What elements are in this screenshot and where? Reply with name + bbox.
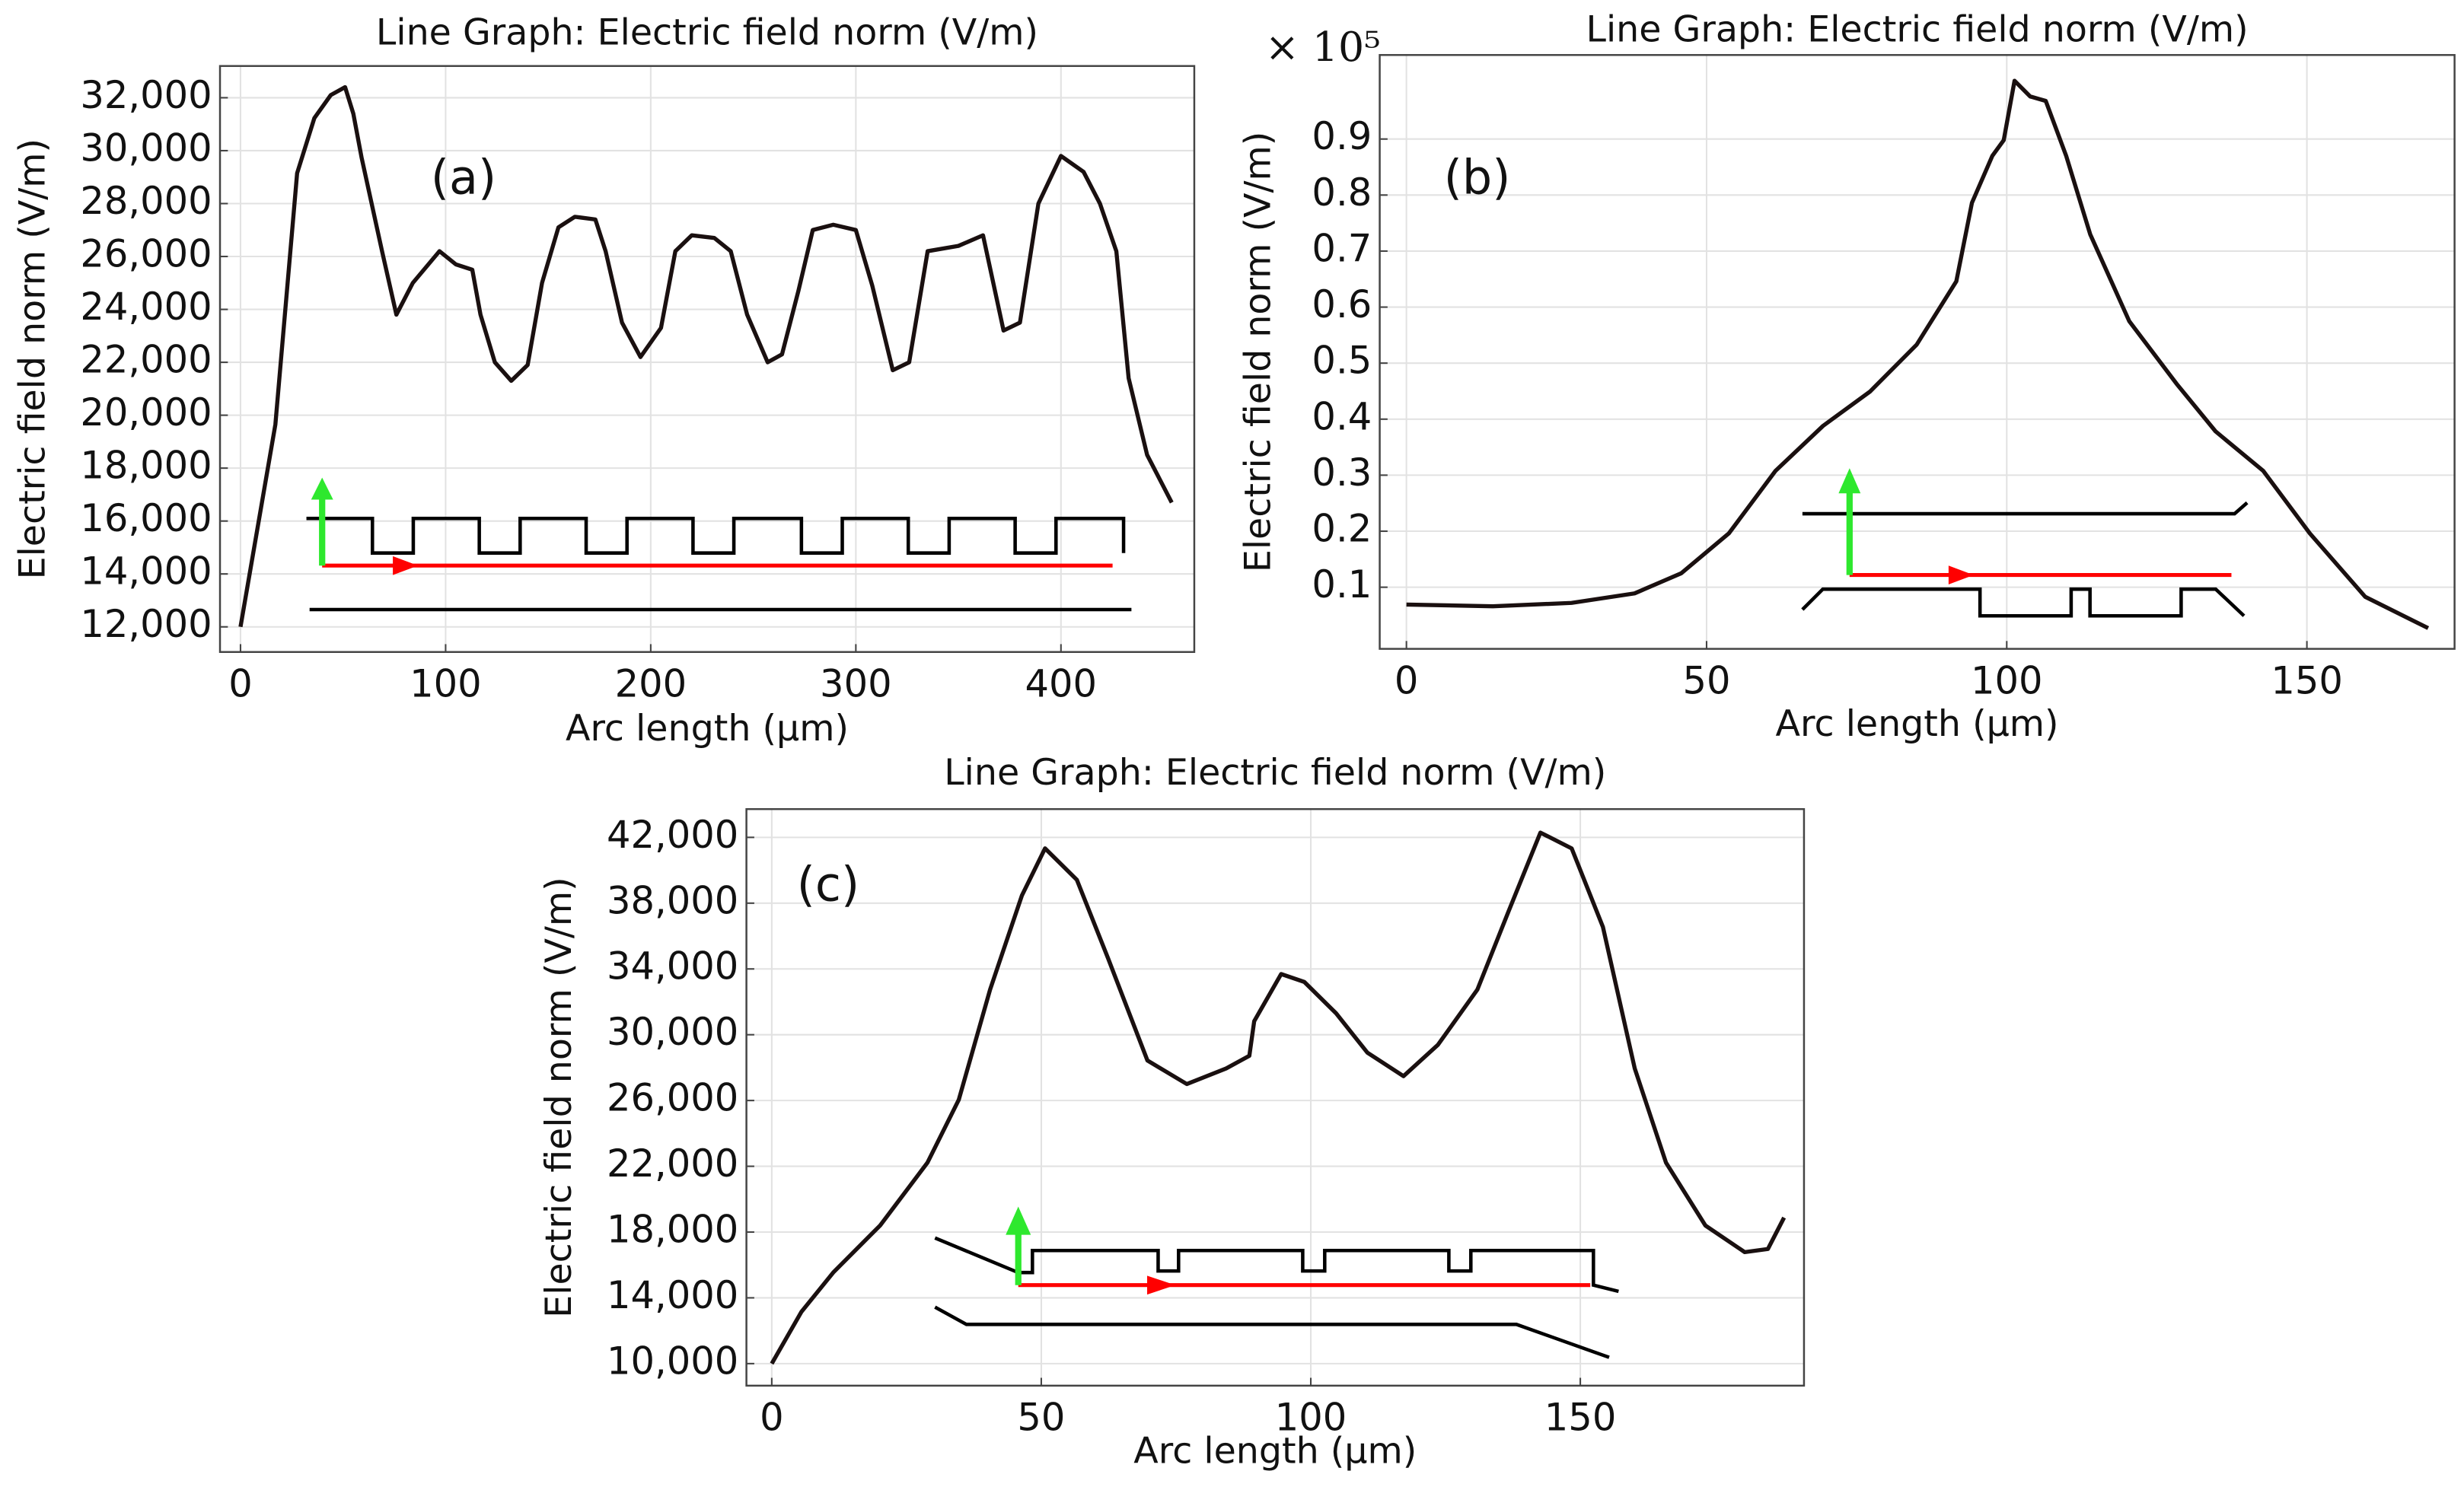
y-tick-label: 34,000 [607, 944, 738, 989]
y-tick-label: 0.8 [1312, 170, 1372, 215]
chart-title: Line Graph: Electric field norm (V/m) [1586, 8, 2249, 50]
x-axis-label: Arc length (μm) [1776, 703, 2059, 745]
data-line [770, 830, 1787, 1365]
data-line [238, 84, 1174, 628]
y-tick-label: 22,000 [80, 338, 212, 382]
y-tick-label: 0.7 [1312, 226, 1372, 270]
x-tick-label: 50 [1682, 659, 1730, 703]
y-tick-label: 0.3 [1312, 451, 1372, 495]
data-line [1406, 78, 2430, 630]
chart-title: Line Graph: Electric field norm (V/m) [376, 11, 1038, 53]
schematic-a [306, 477, 1132, 612]
x-axis-label: Arc length (μm) [566, 708, 849, 750]
plot-frame [745, 807, 1806, 1387]
panel-label: (a) [431, 151, 496, 205]
y-multiplier: × 10⁵ [1265, 23, 1381, 71]
y-tick-label: 0.1 [1312, 562, 1372, 607]
y-tick-label: 20,000 [80, 390, 212, 435]
x-tick-label: 0 [1395, 659, 1419, 703]
x-tick-label: 100 [1275, 1396, 1347, 1440]
y-tick-label: 18,000 [607, 1207, 738, 1251]
y-tick-label: 26,000 [80, 232, 212, 276]
y-tick-label: 14,000 [80, 549, 212, 594]
y-tick-label: 0.2 [1312, 507, 1372, 551]
charts: 0 100 200 300 400 12,000 14,000 16,000 18,000 20,… [11, 8, 2456, 1473]
y-tick-label: 32,000 [80, 73, 212, 117]
x-tick-label: 150 [1544, 1396, 1617, 1440]
x-tick-label: 300 [820, 662, 892, 706]
y-tick-label: 30,000 [80, 126, 212, 170]
x-tick-label: 50 [1017, 1396, 1065, 1440]
x-axis-label: Arc length (μm) [1133, 1431, 1417, 1473]
y-axis-label: Electric field norm (V/m) [1238, 132, 1280, 572]
x-tick-label: 100 [1971, 659, 2043, 703]
plot-frame [1379, 54, 2456, 650]
y-tick-label: 0.9 [1312, 114, 1372, 158]
y-tick-label: 26,000 [607, 1076, 738, 1120]
x-tick-label: 200 [615, 662, 687, 706]
x-tick-label: 0 [228, 662, 253, 706]
y-tick-label: 38,000 [607, 878, 738, 922]
y-tick-label: 0.4 [1312, 394, 1372, 438]
panel-label: (c) [797, 857, 859, 912]
y-tick-label: 0.5 [1312, 339, 1372, 383]
y-tick-label: 0.6 [1312, 282, 1372, 326]
y-tick-label: 16,000 [80, 496, 212, 540]
y-axis-label: Electric field norm (V/m) [538, 877, 580, 1317]
y-tick-label: 30,000 [607, 1010, 738, 1054]
y-tick-label: 14,000 [607, 1273, 738, 1317]
schematic-c [934, 1206, 1619, 1359]
y-axis-label: Electric field norm (V/m) [11, 139, 53, 579]
y-tick-label: 10,000 [607, 1339, 738, 1383]
x-tick-label: 400 [1025, 662, 1098, 706]
panel-label: (b) [1444, 151, 1511, 205]
x-tick-label: 0 [760, 1396, 784, 1440]
schematic-b [1801, 468, 2249, 618]
y-tick-label: 12,000 [80, 602, 212, 646]
plot-frame [218, 65, 1196, 653]
y-tick-label: 24,000 [80, 285, 212, 329]
y-tick-label: 18,000 [80, 444, 212, 488]
chart-title: Line Graph: Electric field norm (V/m) [944, 752, 1606, 794]
x-tick-label: 100 [410, 662, 482, 706]
y-tick-label: 28,000 [80, 179, 212, 223]
y-tick-label: 42,000 [607, 813, 738, 857]
x-tick-label: 150 [2271, 659, 2343, 703]
y-tick-label: 22,000 [607, 1142, 738, 1186]
